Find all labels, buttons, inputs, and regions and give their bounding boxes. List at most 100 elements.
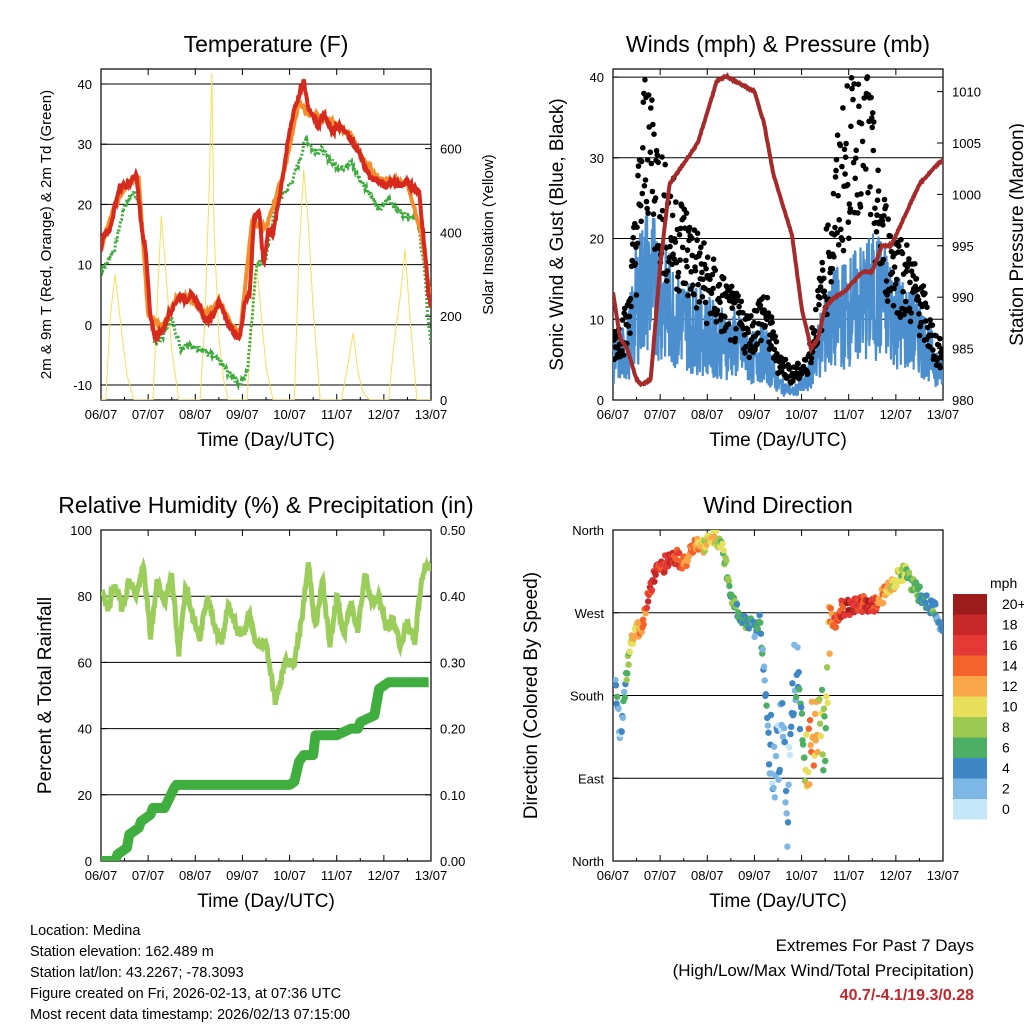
y-tick-label: 30 [590,151,604,166]
gust-point [923,318,929,324]
y-tick-label: 0 [597,393,604,408]
gust-point [637,202,644,209]
figure-created: Figure created on Fri, 2026-02-13, at 07… [30,986,342,1002]
gust-point [778,368,785,374]
gust-point [871,119,877,125]
winds-pressure-chart: Winds (mph) & Pressure (mb) 06/07 07/07 08/… [547,4,1024,451]
gust-point [675,269,682,276]
direction-point [626,648,633,656]
gust-point [679,244,686,251]
gust-point [642,77,648,83]
gust-point [901,311,907,318]
gust-point [859,138,866,145]
gust-point [710,285,716,292]
direction-point [787,730,794,738]
direction-point [648,586,656,594]
colorbar-label: mph [990,575,1017,591]
gust-point [867,211,874,218]
y-tick-label: 100 [70,523,92,538]
series-2m-temperature [101,79,431,346]
y-tick-label: 40 [78,77,92,92]
gust-point [691,291,697,298]
gust-point [808,355,815,361]
y2-tick-label: 985 [952,342,974,357]
gust-point [861,95,867,101]
temperature-chart: Temperature (F) 06/07 07/07 08/07 09/07 10/07… [38,31,497,451]
series-solar-insolation [101,73,431,400]
gust-point [770,329,776,335]
gust-point [857,204,864,210]
gust-point [642,177,649,183]
y-axis: 0 10 20 30 40 [590,70,619,408]
chart-title: Relative Humidity (%) & Precipitation (i… [58,492,473,518]
gust-point [842,154,849,160]
gust-point [890,302,897,309]
gust-point [645,92,652,98]
gust-point [710,256,717,263]
direction-point [785,781,792,788]
gust-point [699,269,705,276]
gust-point [859,4,865,10]
gust-point [673,199,679,205]
gust-point [700,276,706,283]
gust-point [638,218,644,225]
gust-point [916,311,922,317]
y2-tick-label: 200 [440,309,462,324]
gust-point [939,346,943,352]
direction-point [786,744,793,751]
y-axis: 0 20 40 60 80 100 [70,523,107,869]
y-axis-label: Sonic Wind & Gust (Blue, Black) [547,98,568,370]
gust-point [669,212,676,219]
gust-point [852,155,859,161]
y-axis-label: Percent & Total Rainfall [35,597,56,794]
gust-point [881,196,888,203]
gust-point [892,281,899,287]
colorbar-swatch [953,594,987,615]
x-axis-label: Time (Day/UTC) [197,891,335,912]
y-tick-label: 60 [78,655,92,670]
gust-point [907,318,914,325]
y-tick-label: 40 [78,722,92,737]
gust-point [900,288,906,295]
x-tick-label: 07/07 [644,407,677,422]
y-axis: -10 0 10 20 30 40 [73,77,107,393]
y-tick-label: 10 [590,312,604,327]
gust-point [619,317,626,323]
x-tick-label: 10/07 [785,868,818,883]
direction-point [638,628,645,636]
gust-point [725,321,732,327]
x-tick-label: 12/07 [368,407,401,422]
y2-tick-label: 0.20 [440,722,465,737]
colorbar-level: 0 [1002,801,1010,817]
y-axis-label: Direction (Colored By Speed) [521,572,542,819]
gust-point [929,322,936,328]
direction-point [923,592,930,599]
gust-point [881,213,887,219]
y2-axis: 980 985 990 995 1000 1005 1010 [937,85,981,408]
gust-point [682,280,689,287]
direction-point [784,819,792,826]
direction-point [675,549,683,557]
gust-point [884,292,890,298]
direction-point [796,686,803,693]
y2-tick-label: 600 [440,142,462,157]
y2-tick-label: 990 [952,290,974,305]
gust-point [848,123,854,130]
gust-point [867,184,873,190]
gust-point [884,298,891,304]
extremes-subtitle: (High/Low/Max Wind/Total Precipitation) [672,961,974,980]
x-tick-label: 10/07 [273,407,306,422]
gust-point [735,293,741,299]
direction-point [754,625,761,633]
y-tick-label: 0 [85,318,92,333]
direction-point [807,742,814,749]
gust-point [681,214,687,221]
gust-point [685,292,691,299]
gust-point [713,319,720,325]
gust-point [716,281,723,288]
gust-point [714,307,721,314]
direction-point [879,599,887,607]
direction-point [824,699,831,707]
direction-point [782,787,790,795]
